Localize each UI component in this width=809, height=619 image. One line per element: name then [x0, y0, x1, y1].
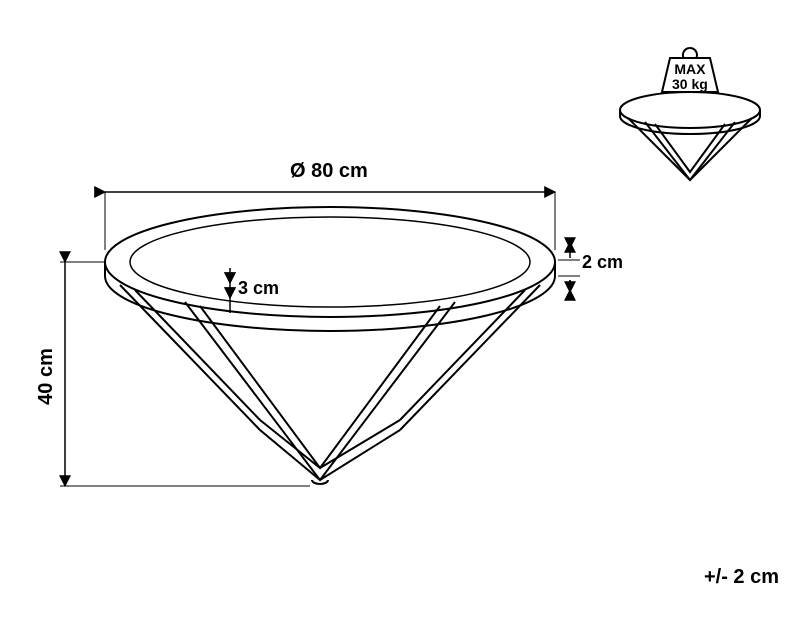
diagram-svg	[0, 0, 809, 619]
diameter-label: Ø 80 cm	[290, 160, 368, 183]
tolerance-label: +/- 2 cm	[704, 566, 779, 589]
rim-thickness-label: 2 cm	[582, 252, 623, 273]
max-weight-label: MAX 30 kg	[672, 62, 708, 93]
rim-thickness-dimension	[558, 242, 580, 292]
max-text-1: MAX	[674, 61, 705, 77]
top-thickness-label: 3 cm	[238, 278, 279, 299]
diagram-canvas: Ø 80 cm 40 cm 2 cm 3 cm MAX 30 kg +/- 2 …	[0, 0, 809, 619]
height-label: 40 cm	[35, 348, 58, 405]
max-text-2: 30 kg	[672, 76, 708, 92]
main-table-drawing	[105, 207, 555, 484]
diameter-dimension	[105, 192, 555, 250]
